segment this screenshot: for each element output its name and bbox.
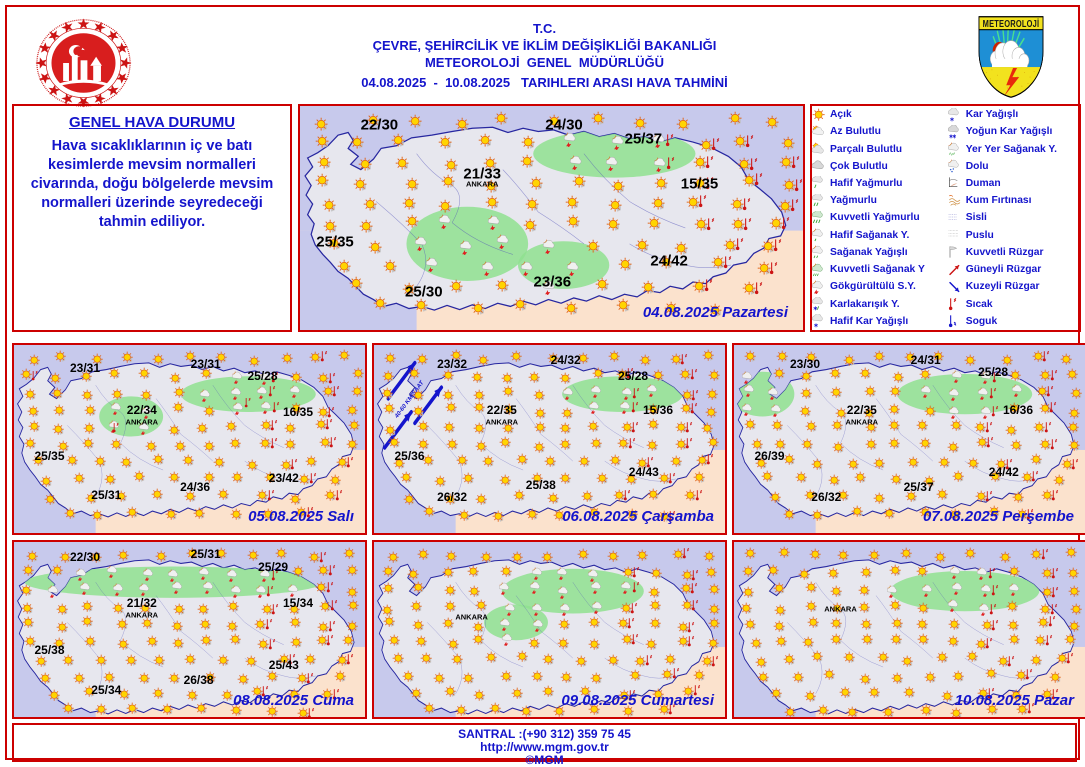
svg-text:METEOROLOJİ: METEOROLOJİ: [983, 18, 1040, 29]
